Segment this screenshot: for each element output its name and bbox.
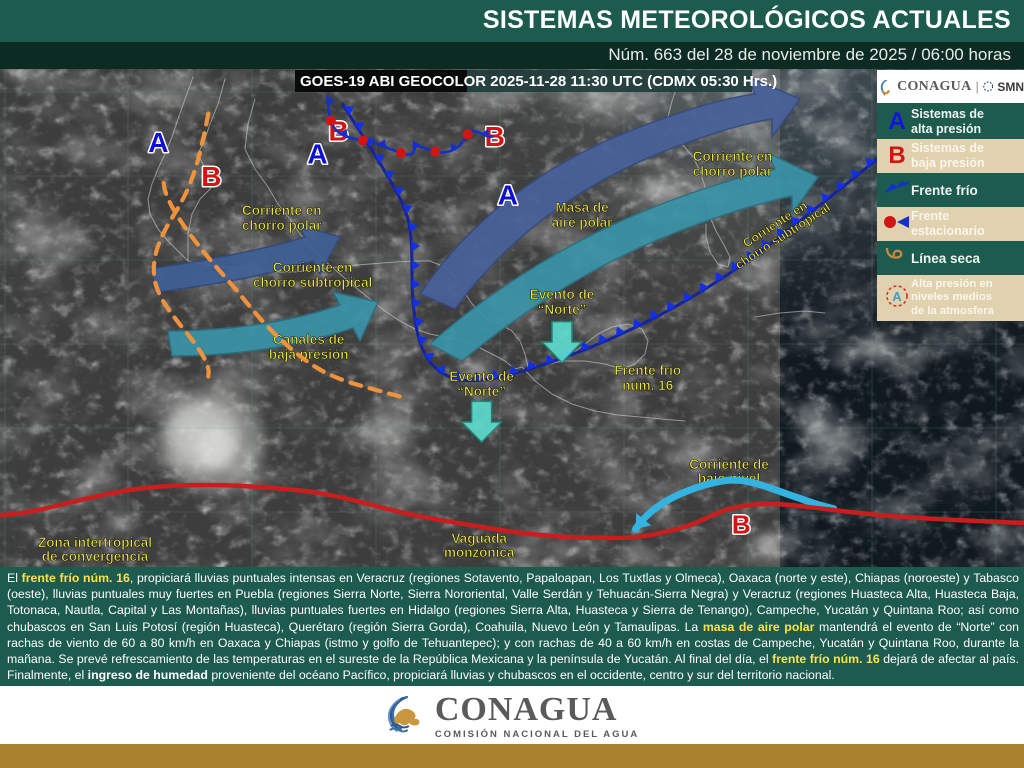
svg-text:de convergencia: de convergencia (42, 549, 149, 564)
svg-text:núm. 16: núm. 16 (622, 378, 674, 393)
svg-text:chorro polar: chorro polar (693, 164, 773, 179)
svg-text:B: B (732, 510, 751, 540)
svg-text:Corriente en: Corriente en (693, 149, 773, 164)
svg-text:Corriente en: Corriente en (273, 260, 353, 275)
svg-text:monzónica: monzónica (444, 545, 515, 560)
svg-text:Evento de: Evento de (449, 369, 514, 384)
svg-text:“Norte”: “Norte” (457, 384, 506, 399)
svg-text:chorro subtropical: chorro subtropical (253, 275, 372, 290)
svg-text:A: A (148, 127, 168, 158)
svg-text:GOES-19 ABI GEOCOLOR 2025-11-2: GOES-19 ABI GEOCOLOR 2025-11-28 11:30 UT… (300, 73, 777, 90)
svg-text:baja presión: baja presión (269, 347, 349, 362)
svg-text:Frente frío: Frente frío (614, 363, 681, 378)
svg-text:A: A (892, 289, 902, 304)
svg-text:Zona intertropical: Zona intertropical (38, 535, 152, 550)
svg-text:Masa de: Masa de (555, 200, 609, 215)
svg-text:A: A (307, 138, 327, 169)
svg-text:Vaguada: Vaguada (451, 531, 507, 546)
svg-text:A: A (498, 179, 518, 210)
svg-text:B: B (201, 161, 221, 192)
svg-text:Corriente en: Corriente en (242, 203, 322, 218)
svg-text:aire polar: aire polar (552, 215, 614, 230)
svg-text:Corriente de: Corriente de (689, 457, 769, 472)
svg-text:“Norte”: “Norte” (538, 302, 587, 317)
svg-text:chorro polar: chorro polar (242, 218, 322, 233)
svg-text:Evento de: Evento de (530, 287, 595, 302)
